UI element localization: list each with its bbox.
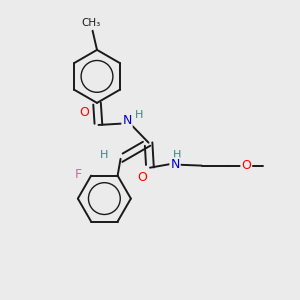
Text: H: H	[100, 150, 109, 160]
Text: H: H	[135, 110, 143, 120]
Text: F: F	[75, 168, 82, 181]
Text: N: N	[170, 158, 180, 171]
Text: O: O	[137, 171, 147, 184]
Text: O: O	[80, 106, 89, 119]
Text: N: N	[122, 114, 132, 127]
Text: H: H	[173, 150, 182, 160]
Text: O: O	[241, 159, 251, 172]
Text: CH₃: CH₃	[81, 18, 100, 28]
